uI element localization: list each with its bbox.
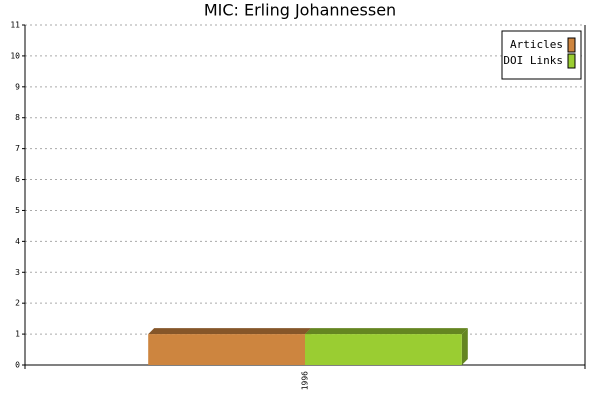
y-tick-label: 5 — [15, 206, 20, 215]
y-tick-label: 4 — [15, 237, 20, 246]
legend-swatch — [567, 53, 576, 69]
y-tick-label: 7 — [15, 144, 20, 153]
y-tick-label: 0 — [15, 361, 20, 370]
bar — [305, 334, 462, 365]
y-tick-label: 3 — [15, 268, 20, 277]
y-tick-label: 2 — [15, 299, 20, 308]
y-tick-label: 6 — [15, 175, 20, 184]
legend-swatch — [567, 37, 576, 53]
y-tick-label: 8 — [15, 113, 20, 122]
bar-side — [461, 328, 468, 365]
x-tick-label: 1996 — [301, 371, 310, 390]
bar-top — [305, 328, 468, 335]
y-tick-label: 1 — [15, 330, 20, 339]
chart-title: MIC: Erling Johannessen — [204, 1, 396, 20]
y-tick-label: 10 — [10, 51, 20, 60]
y-tick-label: 11 — [10, 21, 20, 30]
legend-label: Articles — [510, 38, 563, 51]
legend-label: DOI Links — [503, 54, 563, 67]
y-tick-label: 9 — [15, 82, 20, 91]
bar — [148, 334, 305, 365]
bar-top — [148, 328, 311, 335]
